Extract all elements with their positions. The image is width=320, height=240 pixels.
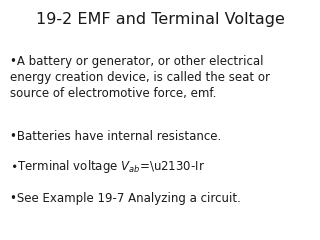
Text: $\bullet$Terminal voltage $V_{ab}$=\u2130-Ir: $\bullet$Terminal voltage $V_{ab}$=\u213… [10, 158, 204, 175]
Text: •See Example 19-7 Analyzing a circuit.: •See Example 19-7 Analyzing a circuit. [10, 192, 240, 205]
Text: •Batteries have internal resistance.: •Batteries have internal resistance. [10, 130, 221, 143]
Text: •A battery or generator, or other electrical
energy creation device, is called t: •A battery or generator, or other electr… [10, 55, 270, 100]
Text: 19-2 EMF and Terminal Voltage: 19-2 EMF and Terminal Voltage [36, 12, 284, 27]
